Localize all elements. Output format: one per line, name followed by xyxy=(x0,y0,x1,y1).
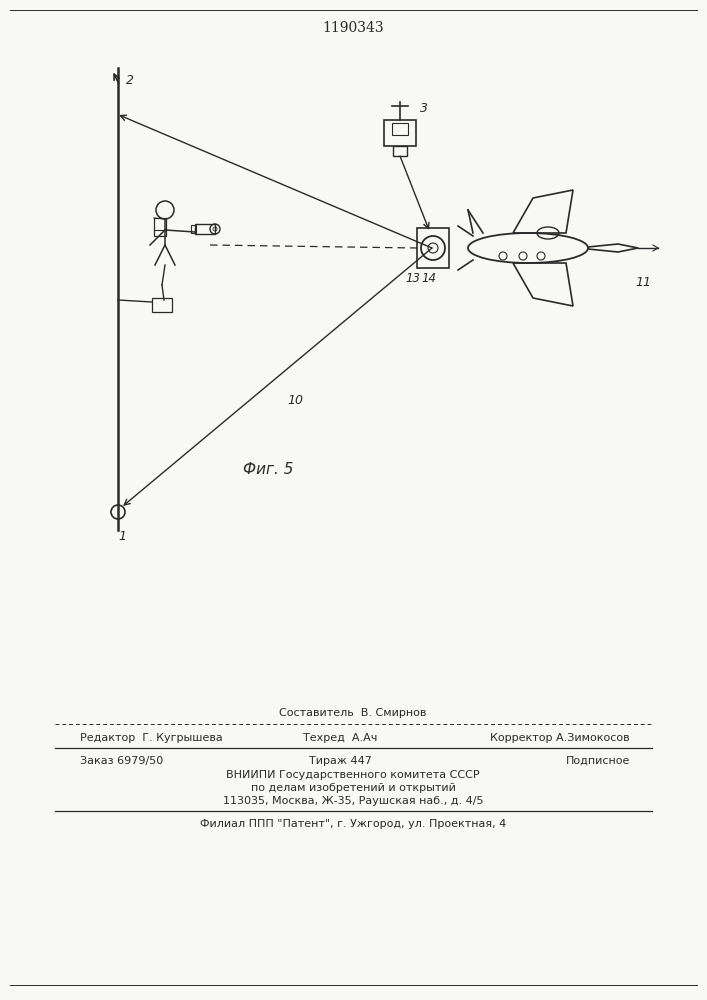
Text: по делам изобретений и открытий: по делам изобретений и открытий xyxy=(250,783,455,793)
Text: Филиал ППП "Патент", г. Ужгород, ул. Проектная, 4: Филиал ППП "Патент", г. Ужгород, ул. Про… xyxy=(200,819,506,829)
Text: Техред  А.Ач: Техред А.Ач xyxy=(303,733,378,743)
Text: Фиг. 5: Фиг. 5 xyxy=(243,462,293,478)
Text: Составитель  В. Смирнов: Составитель В. Смирнов xyxy=(279,708,427,718)
Text: 1190343: 1190343 xyxy=(322,21,384,35)
Text: 13: 13 xyxy=(406,272,421,285)
Text: 14: 14 xyxy=(421,272,436,285)
Bar xyxy=(191,225,196,233)
Text: 3: 3 xyxy=(420,102,428,114)
Text: Заказ 6979/50: Заказ 6979/50 xyxy=(80,756,163,766)
Text: 2: 2 xyxy=(126,74,134,87)
Bar xyxy=(384,120,416,146)
Text: 10: 10 xyxy=(287,393,303,406)
Text: 11: 11 xyxy=(635,276,651,290)
Text: Корректор А.Зимокосов: Корректор А.Зимокосов xyxy=(491,733,630,743)
Text: ВНИИПИ Государственного комитета СССР: ВНИИПИ Государственного комитета СССР xyxy=(226,770,480,780)
Text: Редактор  Г. Кугрышева: Редактор Г. Кугрышева xyxy=(80,733,223,743)
Text: Подписное: Подписное xyxy=(566,756,630,766)
Text: Тираж 447: Тираж 447 xyxy=(308,756,371,766)
Bar xyxy=(417,228,449,268)
Bar xyxy=(393,146,407,156)
Bar xyxy=(152,298,172,312)
Bar xyxy=(392,123,408,135)
Text: 1: 1 xyxy=(118,530,126,543)
Bar xyxy=(154,218,166,236)
Bar xyxy=(195,224,215,234)
Text: 113035, Москва, Ж-35, Раушская наб., д. 4/5: 113035, Москва, Ж-35, Раушская наб., д. … xyxy=(223,796,484,806)
